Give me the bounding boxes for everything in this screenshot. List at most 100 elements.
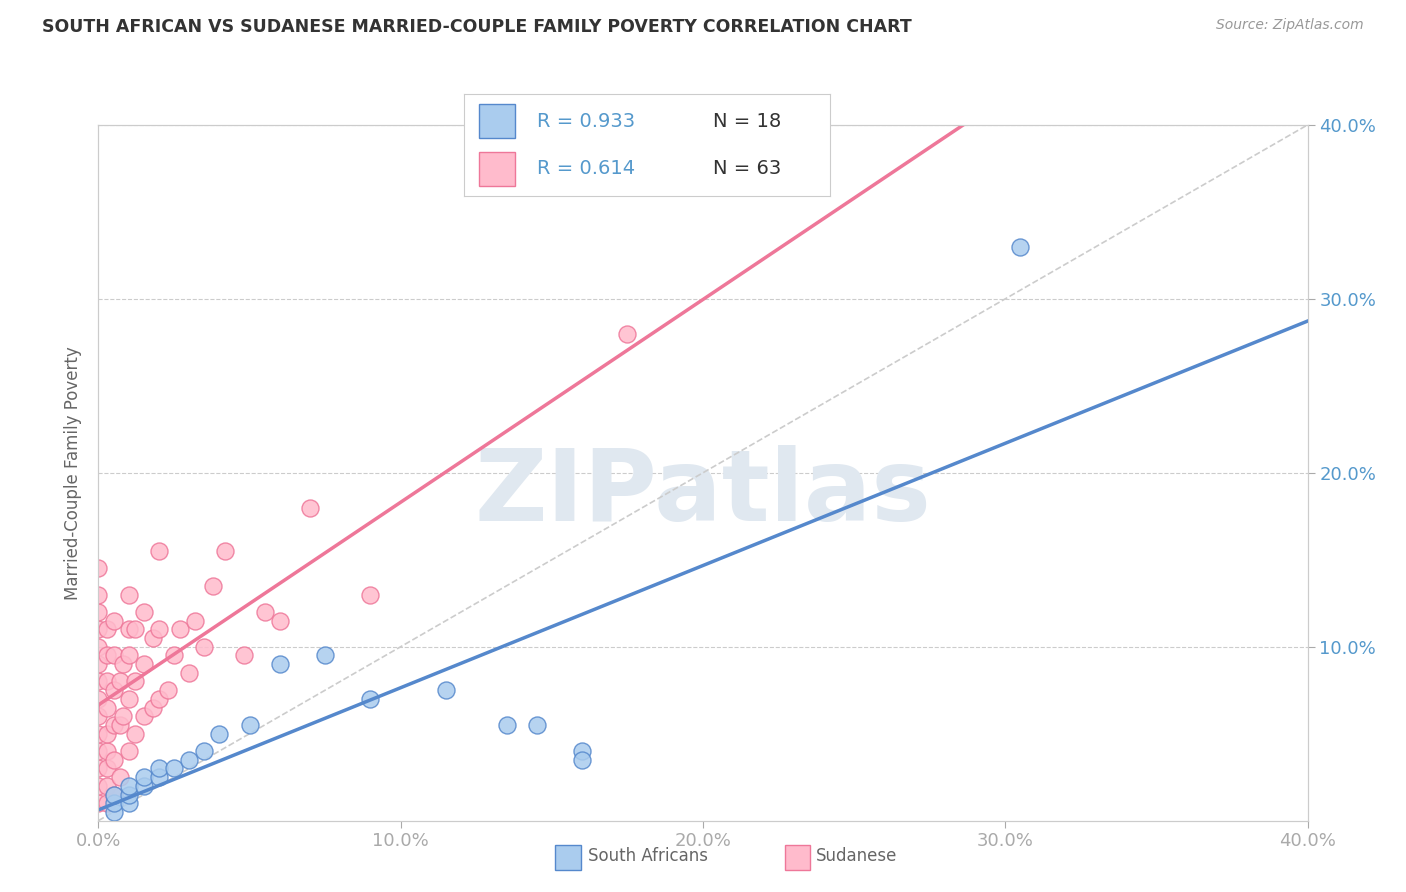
- Point: [96, 761, 118, 775]
- Point: [118, 587, 141, 601]
- Point: [156, 683, 179, 698]
- Point: [616, 326, 638, 341]
- Point: [148, 623, 170, 637]
- Point: [269, 614, 291, 628]
- Point: [96, 744, 118, 758]
- Point: [132, 709, 155, 723]
- Point: [360, 692, 382, 706]
- Point: [148, 761, 170, 775]
- Point: [96, 726, 118, 740]
- Point: [214, 544, 236, 558]
- Point: [179, 665, 201, 680]
- Point: [87, 623, 110, 637]
- FancyBboxPatch shape: [478, 104, 515, 137]
- Point: [269, 657, 291, 671]
- Point: [163, 648, 186, 663]
- Point: [148, 770, 170, 784]
- Point: [142, 631, 165, 645]
- Text: R = 0.933: R = 0.933: [537, 112, 636, 131]
- Point: [434, 683, 457, 698]
- Point: [132, 779, 155, 793]
- Point: [96, 779, 118, 793]
- Point: [103, 753, 125, 767]
- Point: [103, 648, 125, 663]
- Text: N = 18: N = 18: [713, 112, 780, 131]
- Point: [103, 683, 125, 698]
- Point: [87, 587, 110, 601]
- Point: [1010, 239, 1032, 253]
- Point: [495, 718, 517, 732]
- Point: [111, 709, 134, 723]
- Point: [87, 761, 110, 775]
- Point: [202, 579, 225, 593]
- Point: [360, 587, 382, 601]
- Point: [87, 605, 110, 619]
- Point: [96, 796, 118, 810]
- Point: [169, 623, 191, 637]
- Point: [163, 761, 186, 775]
- Point: [96, 648, 118, 663]
- Point: [118, 796, 141, 810]
- Point: [526, 718, 548, 732]
- Point: [253, 605, 276, 619]
- Text: Sudanese: Sudanese: [815, 847, 897, 865]
- Point: [118, 788, 141, 802]
- Point: [193, 744, 215, 758]
- Point: [108, 674, 131, 689]
- Point: [87, 709, 110, 723]
- Point: [208, 726, 231, 740]
- Point: [111, 657, 134, 671]
- Point: [299, 500, 322, 515]
- FancyBboxPatch shape: [478, 153, 515, 186]
- Point: [103, 796, 125, 810]
- Point: [87, 692, 110, 706]
- Point: [118, 744, 141, 758]
- Point: [87, 779, 110, 793]
- Point: [193, 640, 215, 654]
- Text: SOUTH AFRICAN VS SUDANESE MARRIED-COUPLE FAMILY POVERTY CORRELATION CHART: SOUTH AFRICAN VS SUDANESE MARRIED-COUPLE…: [42, 18, 912, 36]
- Point: [232, 648, 254, 663]
- Point: [118, 692, 141, 706]
- Point: [571, 744, 593, 758]
- Text: R = 0.614: R = 0.614: [537, 159, 636, 178]
- Point: [103, 788, 125, 802]
- Text: Source: ZipAtlas.com: Source: ZipAtlas.com: [1216, 18, 1364, 32]
- Point: [148, 692, 170, 706]
- Point: [132, 770, 155, 784]
- Point: [87, 657, 110, 671]
- Text: N = 63: N = 63: [713, 159, 780, 178]
- Point: [142, 700, 165, 714]
- Point: [87, 561, 110, 575]
- Point: [118, 623, 141, 637]
- Point: [132, 605, 155, 619]
- Point: [96, 674, 118, 689]
- Point: [103, 805, 125, 819]
- Point: [103, 614, 125, 628]
- Point: [132, 657, 155, 671]
- Point: [96, 623, 118, 637]
- Point: [87, 796, 110, 810]
- Point: [118, 648, 141, 663]
- Text: South Africans: South Africans: [588, 847, 707, 865]
- Point: [103, 788, 125, 802]
- Point: [179, 753, 201, 767]
- Point: [314, 648, 336, 663]
- Point: [124, 623, 146, 637]
- Point: [87, 640, 110, 654]
- Point: [124, 674, 146, 689]
- Point: [96, 700, 118, 714]
- Y-axis label: Married-Couple Family Poverty: Married-Couple Family Poverty: [65, 346, 83, 599]
- Point: [184, 614, 207, 628]
- Point: [571, 753, 593, 767]
- Point: [239, 718, 262, 732]
- Point: [148, 544, 170, 558]
- Point: [108, 718, 131, 732]
- Point: [108, 770, 131, 784]
- Point: [87, 744, 110, 758]
- Point: [103, 718, 125, 732]
- Text: ZIPatlas: ZIPatlas: [475, 445, 931, 542]
- Point: [87, 726, 110, 740]
- Point: [118, 779, 141, 793]
- Point: [124, 726, 146, 740]
- Point: [87, 674, 110, 689]
